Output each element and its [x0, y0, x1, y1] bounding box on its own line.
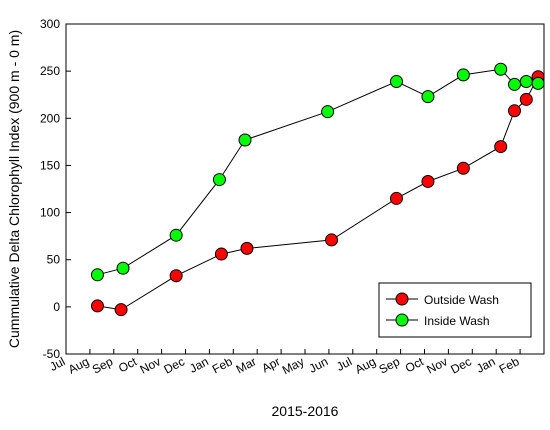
series-line-inside-wash: [97, 68, 539, 276]
point-outside-wash: [389, 191, 403, 205]
series-lines: [97, 68, 539, 311]
series-line-outside-wash: [97, 76, 539, 311]
y-axis: -50 0 50 100 150 200 250 300: [40, 17, 71, 361]
x-tick-label: Dec: [448, 354, 473, 376]
legend-marker-inside-wash: [395, 313, 409, 327]
point-outside-wash: [325, 233, 339, 247]
point-inside-wash: [531, 76, 545, 90]
point-outside-wash: [90, 299, 104, 313]
point-inside-wash: [212, 173, 226, 187]
y-tick-label: 0: [53, 300, 60, 314]
legend-box: [378, 282, 532, 338]
x-tick-label: Mar: [234, 354, 259, 376]
y-tick-label: 150: [40, 158, 60, 172]
point-outside-wash: [421, 174, 435, 188]
y-tick-label: 250: [40, 64, 60, 78]
x-tick-label: Jan: [474, 354, 498, 375]
point-outside-wash: [114, 303, 128, 317]
x-tick-label: Aug: [353, 354, 378, 376]
point-inside-wash: [169, 228, 183, 242]
x-tick-label: Oct: [403, 354, 427, 375]
y-axis-title: Cummulative Delta Chlorophyll Index (900…: [6, 30, 22, 348]
point-outside-wash: [519, 92, 533, 106]
point-inside-wash: [90, 268, 104, 282]
point-inside-wash: [494, 62, 508, 76]
point-outside-wash: [456, 161, 470, 175]
x-tick-label: Jan: [187, 354, 211, 375]
point-inside-wash: [389, 75, 403, 89]
x-tick-label: Nov: [424, 354, 449, 376]
series-markers: [90, 62, 545, 317]
point-inside-wash: [421, 90, 435, 104]
point-inside-wash: [507, 77, 521, 91]
legend-label-outside-wash: Outside Wash: [424, 293, 499, 307]
x-axis-title: 2015-2016: [272, 403, 339, 419]
y-tick-label: 100: [40, 206, 60, 220]
x-tick-label: Jun: [307, 354, 331, 375]
legend: Outside Wash Inside Wash: [378, 282, 532, 338]
x-tick-label: Feb: [497, 354, 522, 376]
x-tick-label: Aug: [66, 354, 91, 376]
point-inside-wash: [238, 133, 252, 147]
y-tick-label: -50: [43, 347, 61, 361]
y-tick-label: 50: [47, 253, 61, 267]
point-inside-wash: [116, 261, 130, 275]
legend-label-inside-wash: Inside Wash: [424, 314, 490, 328]
point-outside-wash: [240, 241, 254, 255]
x-tick-label: Jul: [47, 354, 67, 374]
x-tick-label: Sep: [90, 354, 116, 377]
point-outside-wash: [169, 269, 183, 283]
point-inside-wash: [519, 75, 533, 89]
x-tick-label: Oct: [116, 354, 140, 375]
x-tick-label: Nov: [138, 354, 163, 376]
point-outside-wash: [507, 104, 521, 118]
y-tick-label: 300: [40, 17, 60, 31]
y-tick-label: 200: [40, 111, 60, 125]
point-outside-wash: [494, 140, 508, 154]
point-outside-wash: [214, 247, 228, 261]
point-inside-wash: [456, 68, 470, 82]
x-tick-label: Sep: [377, 354, 403, 377]
x-tick-label: Feb: [210, 354, 235, 376]
x-tick-label: Dec: [161, 354, 186, 376]
x-tick-label: Jul: [334, 354, 354, 374]
point-inside-wash: [321, 105, 335, 119]
legend-marker-outside-wash: [395, 292, 409, 306]
x-tick-label: May: [280, 354, 307, 377]
